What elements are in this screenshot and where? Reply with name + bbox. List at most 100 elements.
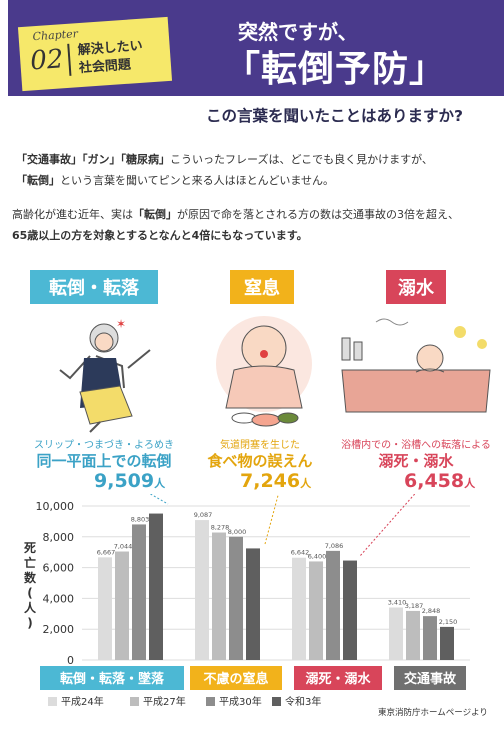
x-category-label: 溺死・溺水: [305, 671, 371, 687]
data-label: 8,803: [131, 515, 150, 523]
falls-number-unit: 人: [154, 477, 166, 490]
title-line1: 突然ですが、: [238, 20, 358, 44]
data-label: 7,086: [325, 542, 344, 550]
y-axis-label-char: ): [27, 616, 32, 630]
legend-swatch: [130, 697, 139, 706]
intro-text-3: 高齢化が進む近年、実は: [12, 208, 133, 221]
bar: [343, 560, 357, 660]
data-label: 2,848: [422, 607, 441, 615]
bar: [195, 520, 209, 660]
bar: [229, 536, 243, 660]
chapter-number: 02: [29, 44, 65, 77]
category-label-box: [294, 666, 382, 690]
category-label-box: [40, 666, 184, 690]
drowning-number-value: 6,458: [404, 470, 465, 492]
y-tick-label: 8,000: [43, 531, 75, 544]
chapter-title-line2: 社会問題: [78, 57, 132, 77]
falling-person-illustration: ✶: [59, 317, 151, 433]
intro-quoted-fall: 「転倒」: [16, 173, 60, 187]
data-label: 6,642: [291, 549, 310, 557]
x-category-label: 不慮の窒息: [203, 671, 268, 687]
bar: [132, 524, 146, 660]
legend-label: 令和3年: [285, 695, 321, 706]
deaths-bar-chart: 02,0004,0006,0008,00010,000死亡数(人)6,6677,…: [24, 494, 470, 706]
legend-swatch: [48, 697, 57, 706]
drowning-caption-1: 浴槽内での・浴槽への転落による: [341, 440, 491, 451]
drowning-caption-2: 溺死・溺水: [378, 452, 454, 470]
drowning-number: 6,458人: [404, 470, 475, 492]
category-label-box: [394, 666, 466, 690]
data-label: 2,150: [439, 618, 458, 626]
bar: [115, 551, 129, 660]
bar: [246, 548, 260, 660]
bar: [292, 557, 306, 660]
y-tick-label: 4,000: [43, 592, 75, 605]
x-category-label: 交通事故: [404, 671, 457, 687]
legend-swatch: [272, 697, 281, 706]
drowning-number-unit: 人: [464, 477, 476, 490]
bar: [98, 557, 112, 660]
y-tick-label: 10,000: [36, 500, 75, 513]
y-axis-label-char: 亡: [24, 555, 36, 570]
connector-line: [359, 494, 416, 557]
source-note: 東京消防庁ホームページより: [378, 708, 488, 718]
falls-number-value: 9,509: [94, 470, 155, 492]
choking-number: 7,246人: [240, 470, 311, 492]
bar: [326, 550, 340, 660]
falls-caption-1: スリップ・つまづき・よろめき: [34, 440, 174, 451]
y-tick-label: 6,000: [43, 562, 75, 575]
bar: [212, 532, 226, 660]
legend-label: 平成30年: [219, 695, 262, 706]
legend-label: 平成24年: [61, 695, 104, 706]
bathing-person-illustration: [341, 318, 491, 413]
choking-caption-2: 食べ物の誤えん: [207, 452, 313, 470]
chapter-divider: [67, 43, 72, 76]
data-label: 8,278: [211, 524, 230, 532]
legend-label: 平成27年: [143, 695, 186, 706]
y-tick-label: 2,000: [43, 623, 75, 636]
choking-person-illustration: [216, 316, 312, 427]
y-tick-label: 0: [67, 654, 74, 667]
bar: [149, 513, 163, 660]
category-drowning-header: 溺水: [386, 270, 446, 304]
falls-caption-2: 同一平面上での転倒: [36, 452, 172, 470]
question-heading: この言葉を聞いたことはありますか?: [206, 107, 463, 125]
intro-text-4: が原因で命を落とされる方の数は交通事故の3倍を超え、: [177, 208, 459, 221]
title-line2: 「転倒予防」: [224, 49, 447, 90]
chapter-badge: Chapter 02 解決したい 社会問題: [17, 16, 173, 92]
data-label: 7,044: [114, 543, 133, 551]
category-falls-header: 転倒・転落: [30, 270, 158, 304]
x-category-label: 転倒・転落・墜落: [60, 671, 165, 687]
category-choking-header: 窒息: [230, 270, 294, 304]
intro-paragraph-1: 「交通事故」「ガン」「糖尿病」こういったフレーズは、どこでも良く見かけますが、 …: [16, 150, 496, 192]
data-label: 9,087: [194, 511, 213, 519]
connector-line: [149, 494, 169, 505]
data-label: 8,000: [228, 528, 247, 536]
bar: [309, 561, 323, 660]
intro-text-1: こういったフレーズは、どこでも良く見かけますが、: [170, 153, 433, 166]
connector-line: [264, 494, 279, 545]
data-label: 6,667: [97, 548, 116, 556]
data-label: 3,410: [388, 598, 407, 606]
chapter-label: Chapter: [32, 27, 79, 44]
intro-text-5: 65歳以上の方を対象とするとなんと4倍にもなっています。: [12, 228, 308, 242]
y-axis-label-char: 数: [24, 570, 37, 585]
data-label: 6,400: [308, 552, 327, 560]
intro-text-2: という言葉を聞いてピンと来る人はほとんどいません。: [60, 173, 335, 187]
choking-number-value: 7,246: [240, 470, 301, 492]
y-axis-label-char: 死: [24, 541, 36, 555]
intro-paragraph-2: 高齢化が進む近年、実は「転倒」が原因で命を落とされる方の数は交通事故の3倍を超え…: [12, 205, 500, 247]
bar: [423, 616, 437, 660]
category-label-box: [190, 666, 282, 690]
intro-quoted-fall-2: 「転倒」: [133, 208, 177, 221]
category-illustrations: ✶: [59, 316, 491, 433]
legend-swatch: [206, 697, 215, 706]
bar: [440, 626, 454, 660]
y-axis-label-char: 人: [24, 600, 37, 615]
choking-caption-1: 気道閉塞を生じた: [220, 440, 300, 451]
falls-number: 9,509人: [94, 470, 165, 492]
y-axis-label-char: (: [27, 586, 32, 600]
bar: [406, 610, 420, 660]
intro-quoted-terms: 「交通事故」「ガン」「糖尿病」: [16, 153, 170, 166]
choking-number-unit: 人: [300, 477, 312, 490]
